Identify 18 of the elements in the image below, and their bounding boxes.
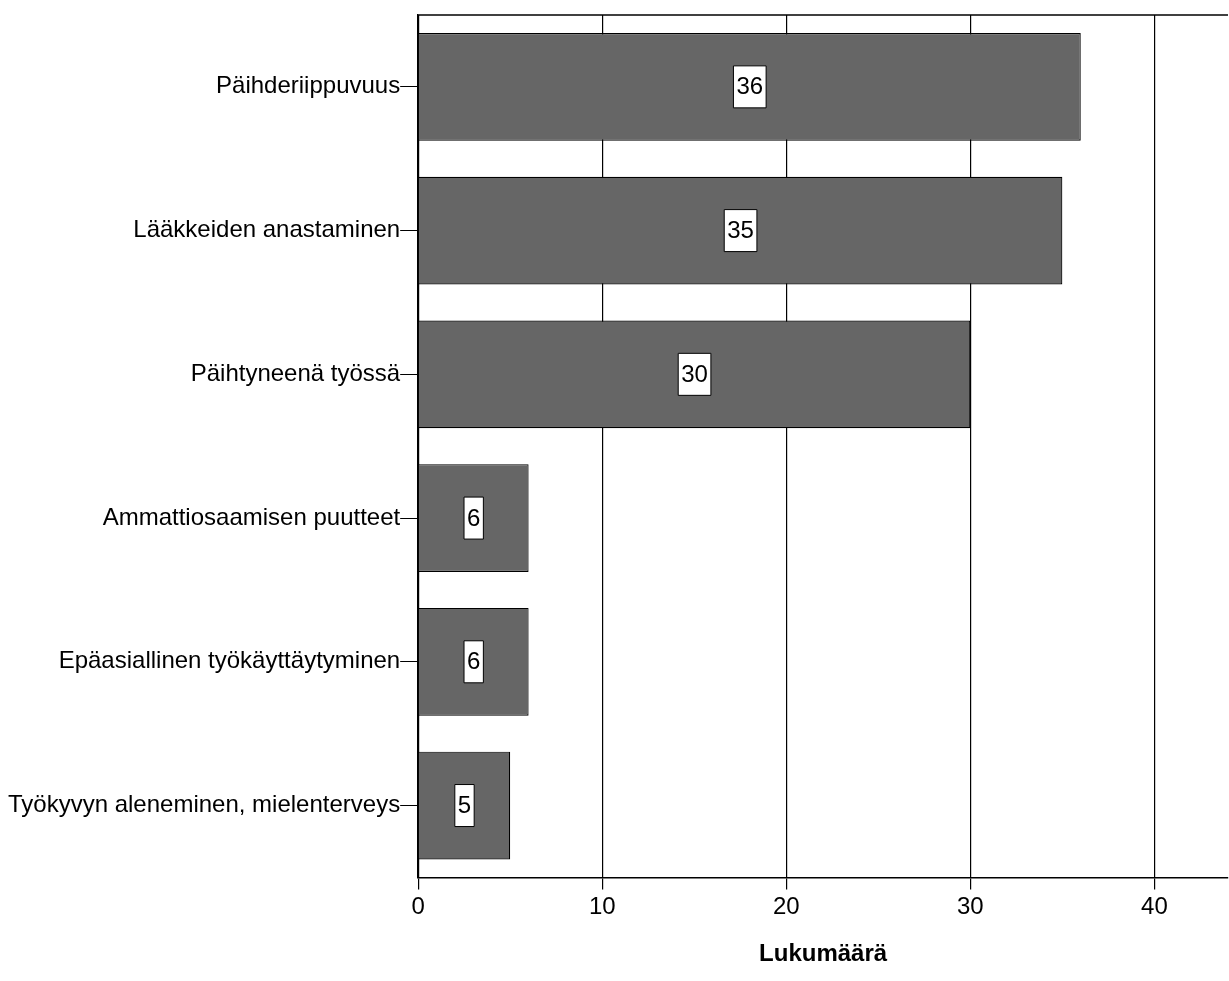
x-tick-label: 10: [588, 892, 616, 920]
data-label: 30: [681, 359, 708, 387]
x-tick-label: 20: [772, 892, 800, 920]
y-tick-label: Päihderiippuvuus: [216, 71, 401, 99]
data-label: 6: [467, 647, 481, 675]
y-tick-label: Ammattiosaamisen puutteet: [102, 502, 401, 530]
x-tick-label: 0: [411, 892, 425, 920]
data-label: 6: [467, 503, 481, 531]
y-tick-label: Päihtyneenä työssä: [190, 358, 401, 386]
data-label: 35: [727, 216, 754, 244]
y-tick-label: Epäasiallinen työkäyttäytyminen: [58, 646, 401, 674]
x-axis-title: Lukumäärä: [759, 939, 888, 967]
y-tick-label: Työkyvyn aleneminen, mielenterveys: [7, 790, 401, 818]
y-tick-label: Lääkkeiden anastaminen: [133, 215, 401, 243]
x-tick-label: 30: [956, 892, 984, 920]
x-tick-label: 40: [1141, 892, 1168, 920]
data-label: 5: [457, 791, 472, 819]
data-label: 36: [736, 72, 764, 100]
